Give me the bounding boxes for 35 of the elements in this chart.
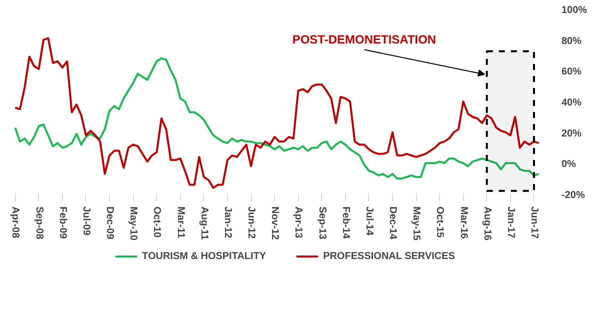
x-tick-label: Jan-12 — [222, 206, 233, 239]
x-tick-label: Jul-09 — [80, 206, 92, 236]
x-tick-label: Aug-16 — [481, 206, 492, 241]
legend-label: TOURISM & HOSPITALITY — [142, 250, 266, 262]
y-tick-label: 0% — [562, 159, 576, 170]
x-tick-label: Aug-11 — [198, 206, 210, 240]
y-tick-label: 40% — [562, 98, 582, 108]
y-tick-label: 100% — [562, 5, 588, 16]
x-tick-label: Jan-17 — [504, 206, 516, 239]
x-tick-label: May-15 — [410, 206, 422, 241]
x-tick-label: Jun-17 — [528, 206, 540, 240]
x-tick-label: Sep-13 — [316, 206, 328, 240]
x-tick-label: Dec-14 — [387, 206, 398, 240]
x-tick-label: Sep-08 — [33, 206, 44, 240]
x-tick-label: Dec-09 — [104, 206, 116, 240]
x-tick-label: Jul-14 — [363, 206, 374, 236]
x-tick-label: Oct-15 — [434, 206, 446, 238]
x-tick-label: Jun-12 — [246, 206, 257, 240]
y-tick-label: -20% — [562, 190, 585, 201]
y-tick-label: 80% — [562, 36, 582, 47]
x-tick-label: Feb-14 — [340, 206, 351, 240]
x-tick-label: Feb-09 — [56, 206, 68, 240]
x-tick-label: Mar-16 — [458, 206, 469, 240]
band-label: POST-DEMONETISATION — [292, 32, 436, 47]
y-tick-label: 20% — [562, 128, 582, 140]
x-tick-label: Mar-11 — [174, 206, 186, 239]
x-tick-label: Oct-10 — [151, 206, 162, 238]
line-series — [14, 37, 540, 189]
x-tick-label: Nov-12 — [269, 206, 280, 240]
x-tick-label: Apr-13 — [292, 206, 304, 239]
y-tick-label: 60% — [562, 66, 582, 78]
x-tick-label: Apr-08 — [10, 206, 21, 239]
x-tick-label: May-10 — [128, 206, 139, 241]
legend-label: PROFESSIONAL SERVICES — [323, 250, 455, 262]
line-series — [14, 57, 540, 180]
